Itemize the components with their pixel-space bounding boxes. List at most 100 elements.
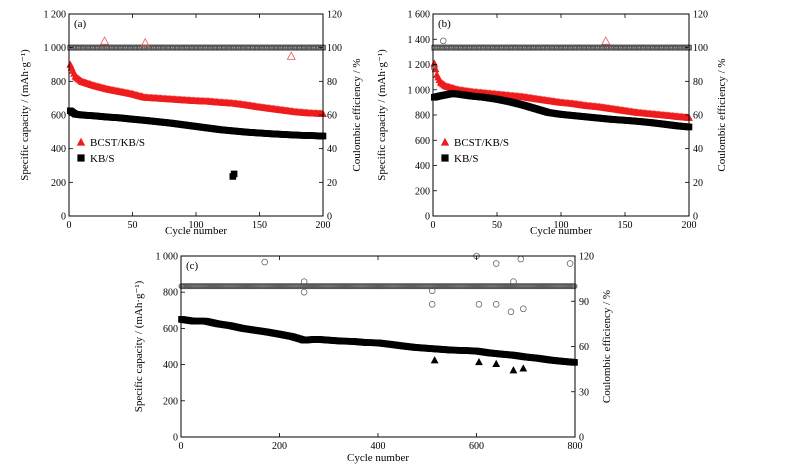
x-tick-label: 150	[252, 220, 267, 231]
y-tick-label: 1 200	[44, 10, 67, 21]
open-triangle-marker	[286, 51, 296, 60]
x-tick-label: 0	[67, 220, 72, 231]
y-tick-label: 0	[61, 212, 66, 223]
y2-tick-label: 40	[693, 144, 703, 155]
plot-markers	[430, 36, 693, 131]
x-tick-label: 50	[128, 220, 138, 231]
y-tick-label: 800	[415, 111, 430, 122]
open-circle-marker	[428, 287, 436, 294]
y-tick-label: 600	[415, 136, 430, 147]
y-tick-label: 600	[163, 324, 178, 335]
open-circle-marker	[520, 305, 527, 313]
x-axis-title: Cycle number	[530, 225, 592, 237]
x-tick-label: 0	[179, 441, 184, 452]
triangle-marker	[76, 137, 86, 146]
panel-label: (c)	[186, 260, 199, 272]
open-circle-marker	[300, 278, 308, 285]
open-triangle-marker	[601, 36, 611, 45]
x-tick-label: 200	[682, 220, 697, 231]
legend: BCST/KB/S KB/S	[76, 137, 145, 165]
square-marker	[77, 154, 85, 162]
plot-markers	[66, 36, 327, 180]
triangle-marker	[300, 336, 309, 344]
triangle-marker	[440, 137, 450, 146]
panel-label: (b)	[438, 18, 451, 30]
y-tick-label: 1 000	[156, 252, 179, 263]
y2-tick-label: 90	[579, 297, 589, 308]
x-tick-label: 200	[316, 220, 331, 231]
x-tick-label: 800	[568, 441, 583, 452]
triangle-marker	[475, 357, 483, 366]
square-marker	[441, 154, 449, 162]
y-axis-title: Specific capacity / (mAh·g⁻¹)	[133, 280, 145, 412]
y-tick-label: 1 000	[408, 85, 431, 96]
y-tick-label: 1 400	[408, 35, 431, 46]
y-tick-label: 400	[163, 360, 178, 371]
y2-tick-label: 120	[579, 252, 594, 263]
y-tick-label: 800	[51, 77, 66, 88]
y2-tick-label: 20	[327, 178, 337, 189]
y-axis-title: Specific capacity / (mAh·g⁻¹)	[376, 49, 388, 181]
open-circle-marker	[507, 308, 515, 316]
open-circle-marker	[517, 255, 525, 263]
y-tick-label: 1 000	[44, 43, 67, 54]
legend-label: KB/S	[90, 153, 114, 165]
open-triangle-marker	[140, 37, 150, 47]
y2-tick-label: 60	[579, 342, 589, 353]
open-circle-marker	[492, 260, 500, 267]
y2-axis-title: Coulombic efficiency / %	[351, 58, 363, 171]
y-tick-label: 1 200	[408, 60, 431, 71]
x-tick-label: 100	[189, 220, 204, 231]
y-tick-label: 400	[415, 161, 430, 172]
open-circle-marker	[510, 278, 517, 285]
y2-tick-label: 40	[327, 144, 337, 155]
y-tick-label: 200	[415, 186, 430, 197]
x-tick-label: 100	[554, 220, 569, 231]
y2-tick-label: 100	[327, 43, 342, 54]
y2-tick-label: 0	[579, 433, 584, 444]
legend-label: KB/S	[454, 153, 478, 165]
x-tick-label: 0	[431, 220, 436, 231]
x-axis-title: Cycle number	[165, 225, 227, 237]
y-tick-label: 200	[163, 396, 178, 407]
y-tick-label: 200	[51, 178, 66, 189]
y-tick-label: 600	[51, 111, 66, 122]
open-circle-marker	[431, 64, 438, 72]
triangle-marker	[509, 366, 518, 374]
triangle-marker	[492, 359, 501, 367]
triangle-marker	[430, 356, 439, 364]
open-circle-marker	[475, 301, 483, 308]
y-tick-label: 0	[173, 433, 178, 444]
y2-axis-title: Coulombic efficiency / %	[601, 290, 613, 403]
legend-label: BCST/KB/S	[90, 137, 145, 149]
open-circle-marker	[261, 258, 268, 266]
open-triangle-marker	[99, 36, 110, 45]
y2-tick-label: 0	[327, 212, 332, 223]
y2-tick-label: 80	[693, 77, 703, 88]
x-axis-title: Cycle number	[347, 452, 409, 464]
legend: BCST/KB/S KB/S	[440, 137, 509, 165]
y2-tick-label: 100	[693, 43, 708, 54]
y2-tick-label: 80	[327, 77, 337, 88]
open-circle-marker	[439, 37, 447, 45]
y2-tick-label: 120	[327, 10, 342, 21]
y2-tick-label: 0	[693, 212, 698, 223]
triangle-marker	[430, 59, 439, 67]
x-tick-label: 600	[469, 441, 484, 452]
open-circle-marker	[492, 301, 500, 308]
x-tick-label: 150	[618, 220, 633, 231]
y-tick-label: 400	[51, 144, 66, 155]
open-circle-marker	[428, 301, 436, 308]
y2-tick-label: 30	[579, 387, 589, 398]
legend-label: BCST/KB/S	[454, 137, 509, 149]
panel-label: (a)	[74, 18, 87, 30]
x-tick-label: 400	[371, 441, 386, 452]
y-tick-label: 800	[163, 288, 178, 299]
y2-tick-label: 60	[327, 111, 337, 122]
y-tick-label: 1 600	[408, 10, 431, 21]
x-tick-label: 200	[272, 441, 287, 452]
y2-tick-label: 60	[693, 111, 703, 122]
